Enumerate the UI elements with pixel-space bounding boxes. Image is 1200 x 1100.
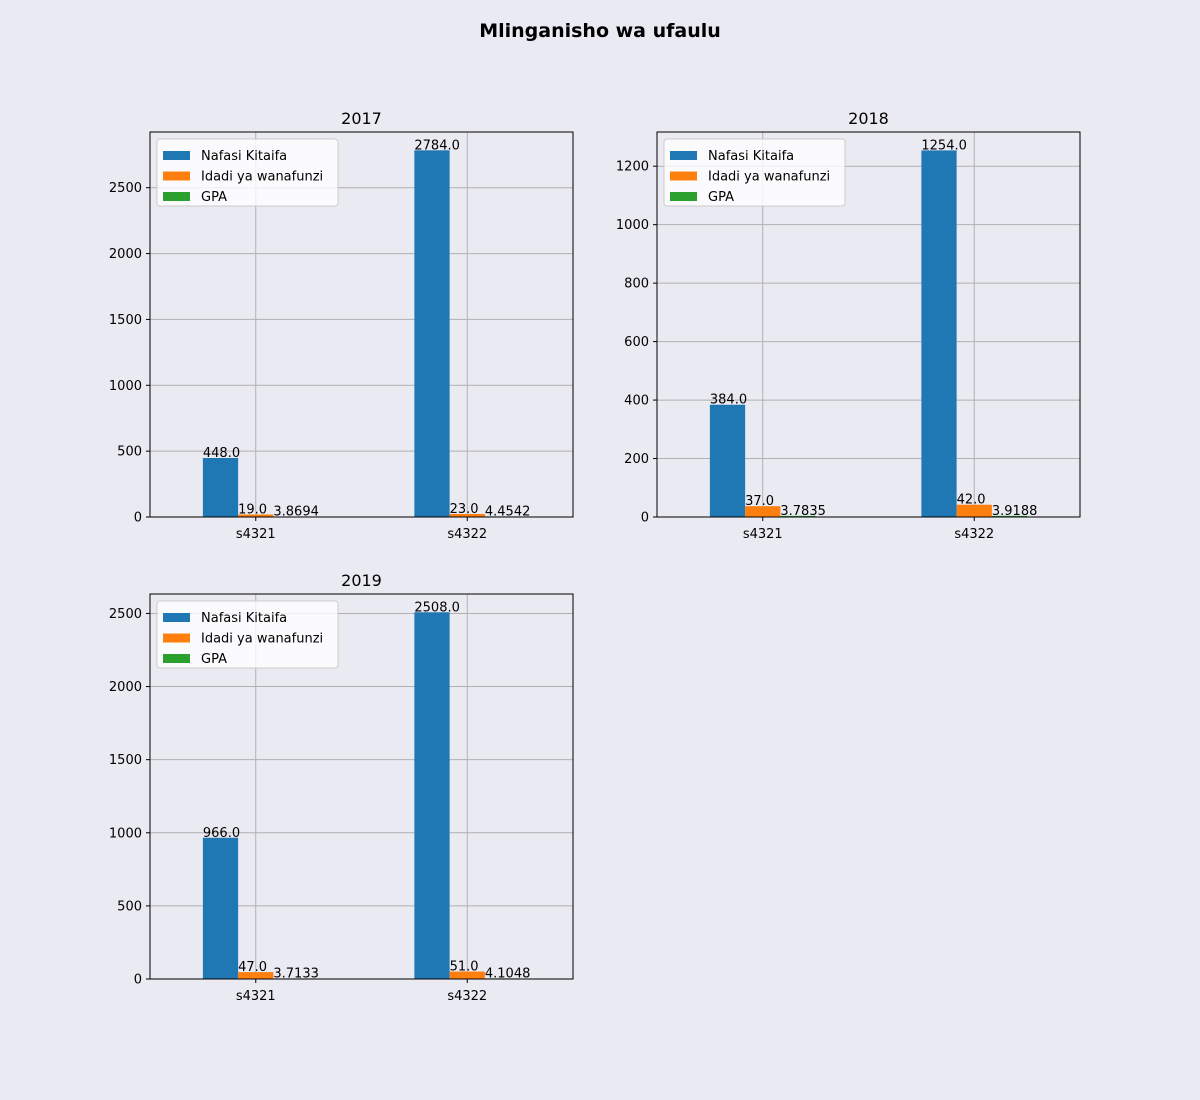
bar <box>202 837 239 979</box>
bar-value-label: 19.0 <box>238 502 267 517</box>
bar <box>745 506 781 517</box>
legend-swatch <box>670 171 697 181</box>
bar <box>956 504 992 517</box>
xtick-label: s4321 <box>743 527 783 542</box>
bar-value-label: 4.4542 <box>485 504 531 519</box>
legend-label: Nafasi Kitaifa <box>708 149 794 164</box>
legend-label: Idadi ya wanafunzi <box>201 170 323 185</box>
bar-value-label: 2784.0 <box>414 138 460 153</box>
legend-label: Nafasi Kitaifa <box>201 149 287 164</box>
figure-title: Mlinganisho wa ufaulu <box>479 20 721 42</box>
ytick-label: 0 <box>641 511 649 526</box>
legend: Nafasi Kitaifa Idadi ya wanafunzi GPA <box>663 138 846 207</box>
bar <box>921 150 957 517</box>
legend-swatch <box>163 171 190 181</box>
ytick-label: 0 <box>134 511 142 526</box>
bar-value-label: 3.9188 <box>992 504 1038 519</box>
legend-swatch <box>163 654 190 663</box>
legend: Nafasi Kitaifa Idadi ya wanafunzi GPA <box>156 138 339 207</box>
legend-box <box>156 138 339 207</box>
legend-swatch <box>163 192 190 201</box>
ytick-label: 2500 <box>109 607 142 622</box>
bar <box>449 513 485 517</box>
xtick-label: s4321 <box>236 527 276 542</box>
legend-label: Idadi ya wanafunzi <box>201 632 323 647</box>
bar-value-label: 3.7835 <box>780 504 826 519</box>
subplot-2018: 0 200 400 600 800 1000 1200 s4321 s4322 384.0 1254… <box>616 109 1081 542</box>
bar <box>414 150 450 518</box>
legend-label: GPA <box>201 652 227 667</box>
subplot-title: 2018 <box>848 109 889 128</box>
bar-value-label: 448.0 <box>203 446 240 461</box>
bar-value-label: 23.0 <box>450 502 479 517</box>
ytick-label: 1500 <box>109 313 142 328</box>
bar <box>238 972 274 979</box>
bar <box>414 612 450 979</box>
xtick-label: s4322 <box>954 527 994 542</box>
ytick-label: 800 <box>624 277 649 292</box>
subplot-title: 2019 <box>341 571 382 590</box>
ytick-label: 200 <box>624 452 649 467</box>
legend-label: Nafasi Kitaifa <box>201 611 287 626</box>
bar-value-label: 966.0 <box>203 826 240 841</box>
ytick-label: 1500 <box>109 753 142 768</box>
axes-frame <box>149 131 574 518</box>
subplot-title: 2017 <box>341 109 382 128</box>
legend-label: GPA <box>708 190 734 205</box>
bar-value-label: 1254.0 <box>921 138 967 153</box>
axes-frame <box>149 593 574 980</box>
legend-box <box>156 600 339 669</box>
bar <box>991 515 1028 517</box>
ytick-label: 0 <box>134 973 142 988</box>
ytick-label: 2000 <box>109 680 142 695</box>
legend-swatch <box>670 151 697 160</box>
bar-value-label: 42.0 <box>957 493 986 508</box>
bar <box>780 515 816 517</box>
bar <box>709 404 746 517</box>
bar <box>202 457 239 517</box>
ytick-label: 500 <box>117 899 142 914</box>
axes-frame <box>656 131 1081 518</box>
bar <box>449 971 485 979</box>
ytick-label: 1000 <box>109 826 142 841</box>
bar-value-label: 3.8694 <box>273 504 319 519</box>
bar-value-label: 37.0 <box>745 494 774 509</box>
legend-label: GPA <box>201 190 227 205</box>
bar-value-label: 3.7133 <box>273 966 319 981</box>
legend-swatch <box>163 633 190 643</box>
subplot-2017: 0 500 1000 1500 2000 2500 s4321 s4322 448.0 2784.… <box>109 109 574 542</box>
xtick-label: s4321 <box>236 989 276 1004</box>
ytick-label: 1000 <box>109 379 142 394</box>
bar-value-label: 384.0 <box>710 393 747 408</box>
legend-label: Idadi ya wanafunzi <box>708 170 830 185</box>
bar-value-label: 51.0 <box>450 960 479 975</box>
ytick-label: 2000 <box>109 247 142 262</box>
legend-box <box>663 138 846 207</box>
ytick-label: 2500 <box>109 181 142 196</box>
ytick-label: 1200 <box>616 160 649 175</box>
legend: Nafasi Kitaifa Idadi ya wanafunzi GPA <box>156 600 339 669</box>
legend-swatch <box>163 613 190 622</box>
bar-value-label: 4.1048 <box>485 966 531 981</box>
ytick-label: 600 <box>624 335 649 350</box>
bar-value-label: 2508.0 <box>414 600 460 615</box>
xtick-label: s4322 <box>447 989 487 1004</box>
subplot-2019: 0 500 1000 1500 2000 2500 s4321 s4322 966.0 2508.… <box>109 571 574 1004</box>
bar-value-label: 47.0 <box>238 960 267 975</box>
ytick-label: 1000 <box>616 218 649 233</box>
legend-swatch <box>163 151 190 160</box>
ytick-label: 500 <box>117 445 142 460</box>
xtick-label: s4322 <box>447 527 487 542</box>
bar <box>238 514 274 517</box>
legend-swatch <box>670 192 697 201</box>
ytick-label: 400 <box>624 394 649 409</box>
